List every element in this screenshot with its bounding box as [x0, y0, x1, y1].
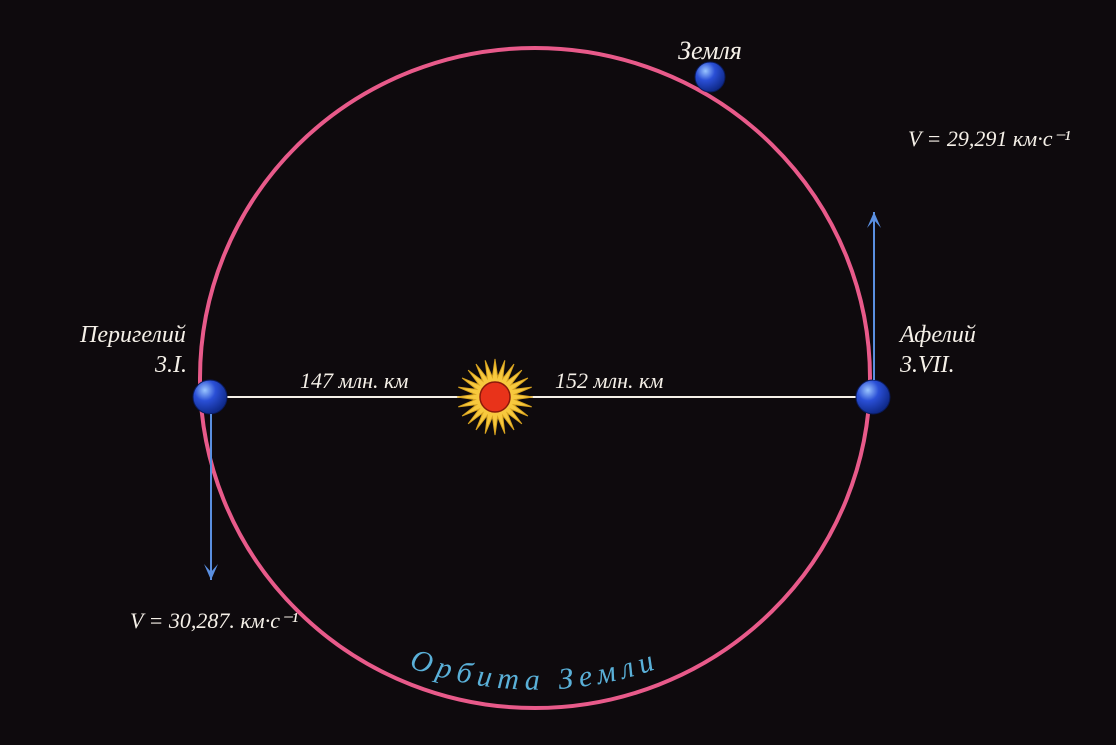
dist-aphelion-label: 152 млн. км: [555, 368, 663, 394]
perihelion-label: Перигелий: [80, 322, 186, 349]
aphelion-label: Афелий: [900, 322, 976, 349]
perihelion-date-label: 3.I.: [155, 352, 187, 379]
earth-perihelion: [193, 380, 227, 414]
perihelion-speed-label: V = 30,287. км·с⁻¹: [130, 608, 298, 634]
earth-label: Земля: [678, 36, 742, 66]
aphelion-date-label: 3.VII.: [900, 352, 955, 379]
earth-aphelion: [856, 380, 890, 414]
aphelion-speed-label: V = 29,291 км·с⁻¹: [908, 126, 1071, 152]
dist-perihelion-label: 147 млн. км: [300, 368, 408, 394]
orbit-title: Орбита Земли: [406, 643, 663, 697]
sun-icon: [457, 359, 533, 435]
earth-top: [695, 62, 725, 92]
